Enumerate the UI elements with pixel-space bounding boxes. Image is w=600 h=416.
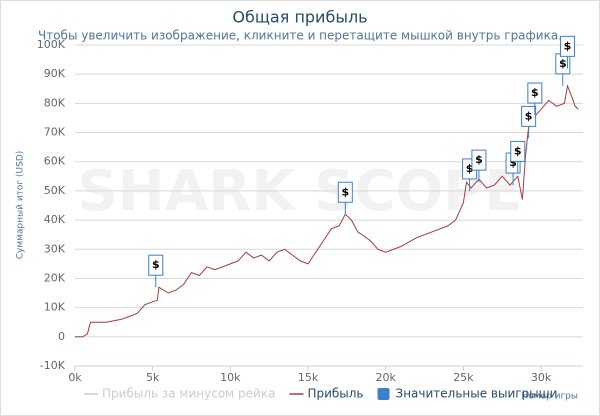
flag: $ bbox=[337, 181, 353, 215]
flag-marker bbox=[527, 82, 543, 104]
watermark: SHARK SCOPE bbox=[78, 159, 523, 224]
legend-swatch bbox=[377, 388, 390, 400]
y-tick-label: 10K bbox=[44, 301, 66, 314]
flag-label: $ bbox=[564, 39, 572, 52]
flag: $ bbox=[148, 254, 164, 288]
flag-marker bbox=[337, 181, 353, 203]
y-tick-label: -10K bbox=[40, 359, 66, 372]
x-tick-label: 5k bbox=[146, 371, 160, 384]
flag-marker bbox=[148, 254, 164, 276]
flag-marker bbox=[521, 105, 537, 127]
y-tick-label: 60K bbox=[44, 155, 66, 168]
y-tick-label: 50K bbox=[44, 184, 66, 197]
flag-marker bbox=[510, 140, 526, 162]
profit-line bbox=[75, 84, 579, 338]
x-tick-label: 20k bbox=[376, 371, 397, 384]
chart-title: Общая прибыль bbox=[232, 8, 367, 27]
flag-label: $ bbox=[559, 57, 567, 70]
legend-label[interactable]: Прибыль за минусом рейка bbox=[102, 387, 275, 401]
y-tick-label: 20K bbox=[44, 271, 66, 284]
flag-label: $ bbox=[531, 86, 539, 99]
x-tick-label: 15k bbox=[298, 371, 319, 384]
flag: $ bbox=[559, 35, 575, 69]
flag: $ bbox=[527, 82, 543, 116]
flag-label: $ bbox=[152, 258, 160, 271]
x-tick-label: 0k bbox=[68, 371, 82, 384]
y-tick-label: 40K bbox=[44, 213, 66, 226]
y-tick-label: 80K bbox=[44, 96, 66, 109]
flag-marker bbox=[559, 35, 575, 57]
flag-label: $ bbox=[514, 144, 522, 157]
y-axis-label: Суммарный итог (USD) bbox=[16, 151, 26, 260]
flag: $ bbox=[510, 140, 526, 174]
y-tick-label: 30K bbox=[44, 242, 66, 255]
flag-label: $ bbox=[475, 153, 483, 166]
flag: $ bbox=[521, 105, 537, 139]
legend-label[interactable]: Значительные выигрыши bbox=[396, 387, 558, 401]
y-tick-label: 100K bbox=[37, 38, 66, 51]
flag-label: $ bbox=[341, 185, 349, 198]
y-tick-label: 70K bbox=[44, 126, 66, 139]
flag: $ bbox=[471, 149, 487, 183]
legend-label[interactable]: Прибыль bbox=[307, 387, 363, 401]
y-tick-label: 0 bbox=[58, 330, 65, 343]
x-tick-label: 10k bbox=[220, 371, 241, 384]
x-tick-label: 30k bbox=[531, 371, 552, 384]
x-tick-label: 25k bbox=[453, 371, 474, 384]
flag-marker bbox=[471, 149, 487, 171]
flag-label: $ bbox=[509, 156, 517, 169]
x-axis-label: Номер игры bbox=[521, 392, 578, 402]
chart-subtitle: Чтобы увеличить изображение, кликните и … bbox=[38, 29, 562, 43]
flag-label: $ bbox=[525, 109, 533, 122]
y-tick-label: 90K bbox=[44, 67, 66, 80]
flag-label: $ bbox=[466, 162, 474, 175]
